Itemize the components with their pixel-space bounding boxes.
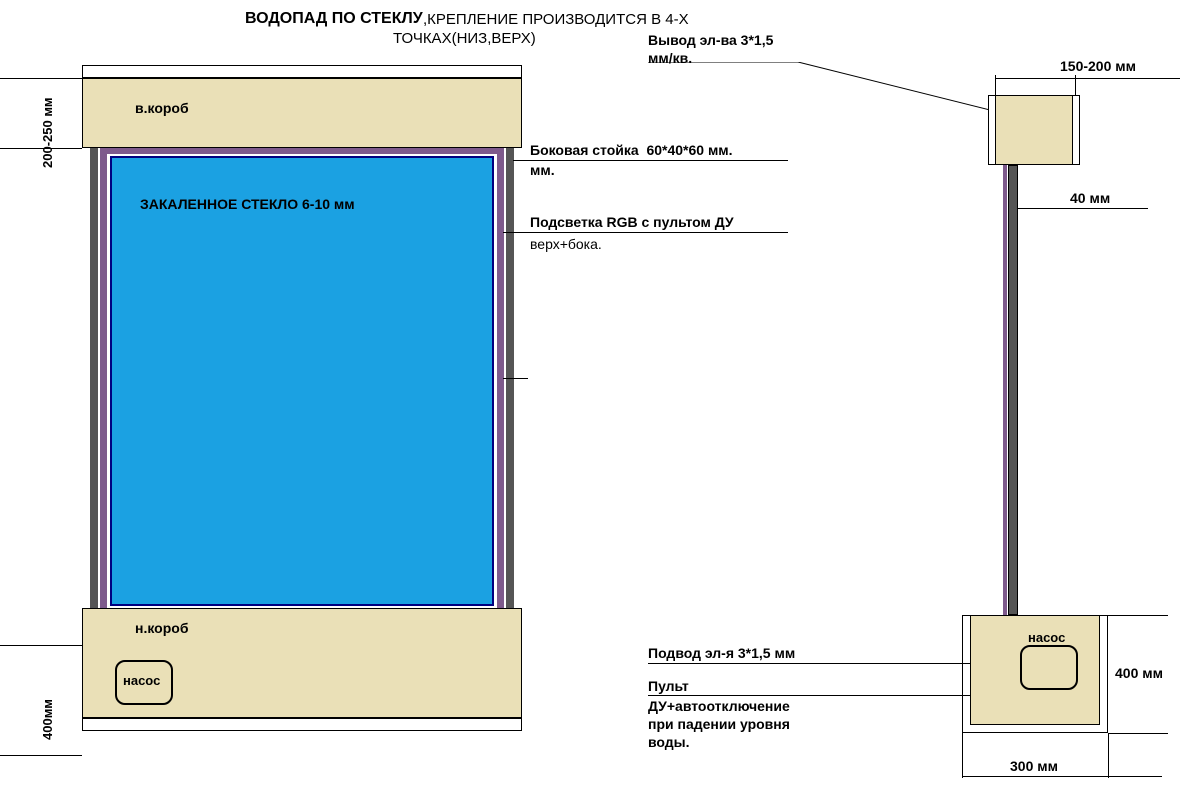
dim-300-l [962,733,963,778]
callout-tick [503,378,528,379]
dim-400r-t [1108,615,1168,616]
remote-line [648,695,970,696]
dim-400: 400мм [40,670,55,740]
title-sub1: ,КРЕПЛЕНИЕ ПРОИЗВОДИТСЯ В 4-Х [423,11,689,28]
dim-400r-b [1108,733,1168,734]
dim-line-bot-h2 [0,755,82,756]
front-top-box-label: в.короб [135,100,189,116]
remote4: воды. [648,734,690,750]
dim-40-line [1018,208,1148,209]
remote3: при падении уровня [648,716,790,732]
callout-line-sidepost [513,160,788,161]
front-left-rgb [100,148,107,608]
title-main: ВОДОПАД ПО СТЕКЛУ [245,10,423,28]
dim-150-200-line [995,78,1180,79]
elec-out1: Вывод эл-ва 3*1,5 [648,32,773,48]
side-pump-label: насос [1028,630,1065,645]
dim-line-bot-h1 [0,645,82,646]
front-left-post [90,148,98,608]
remote2: ДУ+автоотключение [648,698,790,714]
front-top-border [82,65,522,78]
front-glass-label: ЗАКАЛЕННОЕ СТЕКЛО 6-10 мм [140,196,355,212]
dim-300-line [962,776,1162,777]
title-sub2: ТОЧКАХ(НИЗ,ВЕРХ) [393,30,536,47]
callout-rgb1: Подсветка RGB с пультом ДУ [530,214,734,230]
callout-sidepost1: Боковая стойка 60*40*60 мм. [530,142,733,158]
side-column-edge [1003,165,1007,615]
front-pump-label: насос [123,673,160,688]
front-bottom-border [82,718,522,731]
elec-in-line [648,663,970,664]
front-glass [110,156,494,606]
callout-line-rgb [503,232,788,233]
side-column [1008,165,1018,615]
dim-300-r [1108,733,1109,778]
dim-400r: 400 мм [1115,665,1163,681]
remote1: Пульт [648,678,689,694]
dim-150-200: 150-200 мм [1060,58,1136,74]
callout-sidepost2: мм. [530,162,555,178]
callout-rgb2: верх+бока. [530,236,602,252]
side-pump [1020,645,1078,690]
front-top-rgb [100,148,504,154]
front-bottom-box-label: н.короб [135,620,188,636]
dim-200-250: 200-250 мм [40,78,55,168]
dim-40: 40 мм [1070,190,1110,206]
dim-300: 300 мм [1010,758,1058,774]
side-top-box [995,95,1073,165]
elec-in: Подвод эл-я 3*1,5 мм [648,645,795,661]
